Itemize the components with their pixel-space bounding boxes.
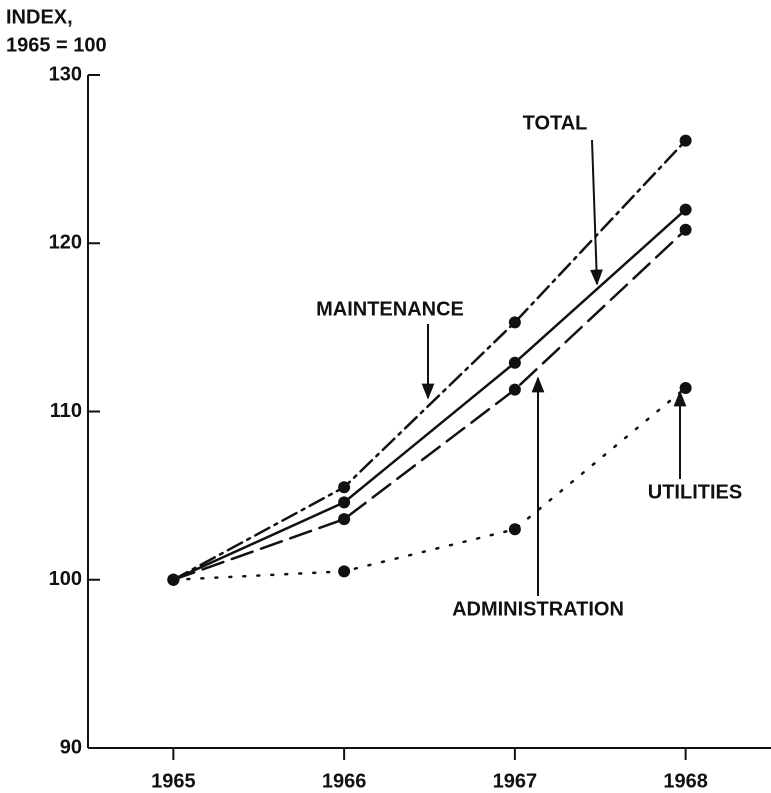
data-point: [679, 134, 692, 147]
series-label: ADMINISTRATION: [452, 598, 624, 620]
data-point: [508, 316, 521, 329]
y-axis-label: INDEX,: [6, 6, 73, 28]
data-point: [679, 223, 692, 236]
series-line: [172, 139, 687, 581]
series-line: [172, 228, 687, 581]
data-point: [679, 381, 692, 394]
x-tick-label: 1968: [663, 770, 708, 792]
series-label: UTILITIES: [648, 481, 742, 503]
y-axis-label: 1965 = 100: [6, 34, 107, 56]
data-point: [167, 573, 180, 586]
y-tick-label: 100: [49, 568, 82, 590]
y-tick-label: 120: [49, 232, 82, 254]
x-tick-label: 1965: [151, 770, 196, 792]
label-arrow: [590, 139, 603, 286]
data-point: [508, 383, 521, 396]
series-line: [172, 386, 687, 581]
y-tick-label: 130: [49, 63, 82, 85]
series-line: [172, 208, 687, 581]
y-tick-label: 110: [50, 400, 82, 422]
series-label: TOTAL: [523, 112, 588, 134]
data-point: [338, 481, 351, 494]
y-tick-label: 90: [60, 736, 82, 758]
data-point: [508, 356, 521, 369]
x-tick-label: 1967: [493, 770, 538, 792]
data-point: [338, 496, 351, 509]
data-point: [508, 523, 521, 536]
data-point: [338, 513, 351, 526]
data-point: [338, 565, 351, 578]
x-tick-label: 1966: [322, 770, 367, 792]
data-point: [679, 203, 692, 216]
series-label: MAINTENANCE: [316, 298, 464, 320]
